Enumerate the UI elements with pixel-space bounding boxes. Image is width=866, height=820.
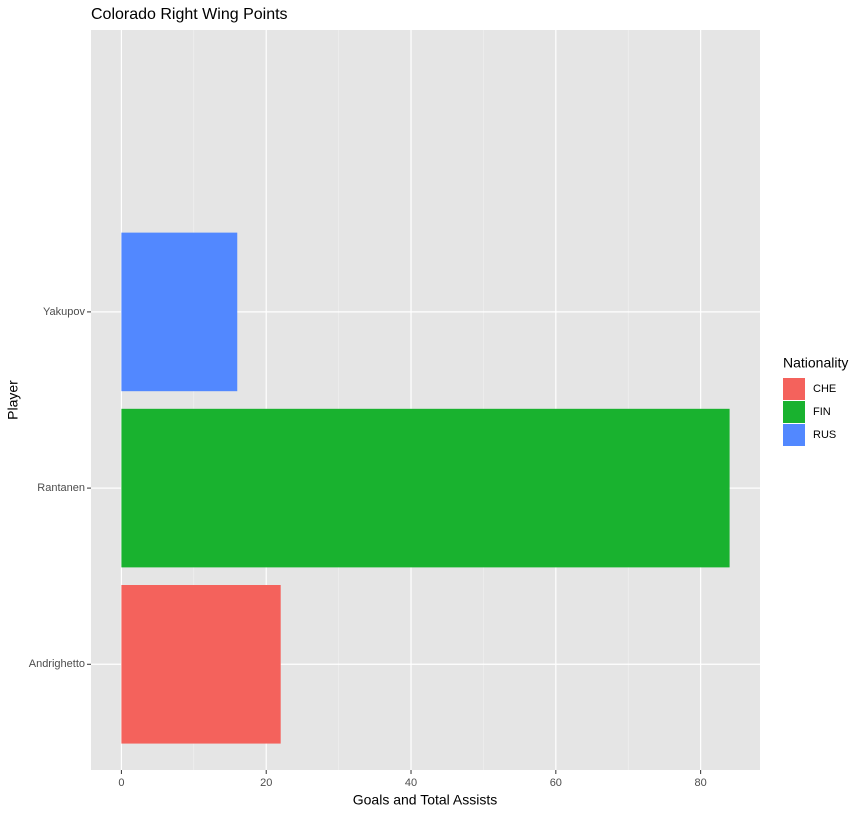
- x-tick-label: 60: [550, 777, 562, 789]
- y-axis-label: Player: [5, 380, 21, 420]
- x-axis-label: Goals and Total Assists: [353, 792, 497, 808]
- x-tick-label: 80: [695, 777, 707, 789]
- legend-label: FIN: [813, 406, 831, 418]
- legend-title: Nationality: [783, 355, 848, 371]
- legend-key: [783, 378, 805, 400]
- legend-key: [783, 424, 805, 446]
- legend-label: CHE: [813, 383, 836, 395]
- bar: [121, 232, 238, 392]
- x-tick-label: 0: [118, 777, 124, 789]
- chart-title: Colorado Right Wing Points: [91, 6, 288, 23]
- legend-label: RUS: [813, 429, 836, 441]
- x-tick-label: 20: [260, 777, 272, 789]
- bar: [121, 408, 730, 568]
- y-tick-label: Yakupov: [43, 306, 85, 318]
- bar: [121, 585, 281, 744]
- legend-key: [783, 401, 805, 423]
- y-tick-label: Andrighetto: [29, 658, 85, 670]
- y-tick-label: Rantanen: [37, 482, 85, 494]
- x-tick-label: 40: [405, 777, 417, 789]
